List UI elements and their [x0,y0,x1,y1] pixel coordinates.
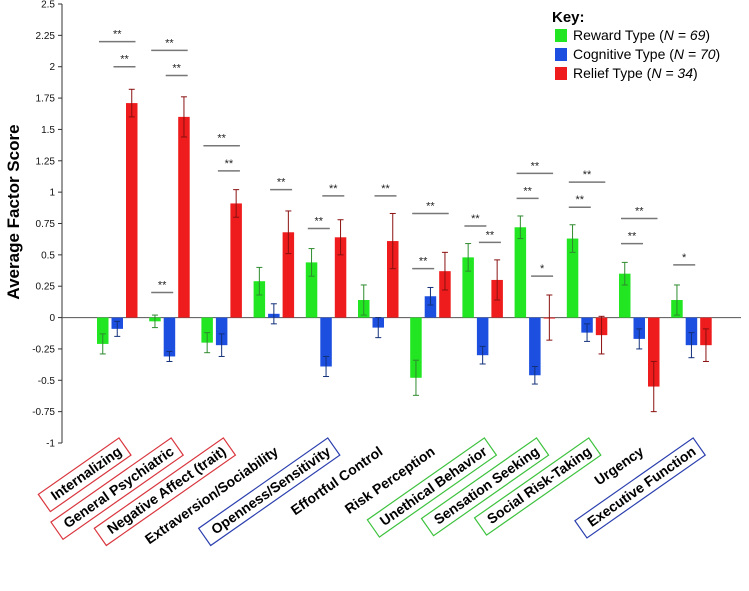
significance-marker: ** [113,29,122,41]
category-box [37,437,132,513]
legend-label: Cognitive Type (N = 70) [573,46,720,62]
bar [178,116,190,318]
bar [529,317,541,376]
bar [462,257,474,318]
bar [685,317,698,346]
bar [126,103,138,318]
significance-marker: ** [120,54,129,66]
bar [566,238,579,318]
legend-title: Key: [552,9,585,26]
significance-marker: ** [158,279,167,291]
significance-marker: ** [381,183,390,195]
legend-swatch [555,48,567,61]
significance-marker: ** [329,183,338,195]
significance-marker: ** [583,169,592,181]
significance-marker: ** [165,37,174,49]
legend: Key: Reward Type (N = 69) Cognitive Type … [552,9,720,81]
significance-marker: * [540,263,545,275]
bar [305,262,318,318]
significance-marker: ** [576,194,585,206]
bar [282,232,295,318]
bar [230,203,242,318]
bar [424,296,437,318]
y-tick-label: 0.5 [41,250,55,261]
bar [387,241,399,318]
bar [97,317,109,344]
significance-marker: ** [277,177,286,189]
category-box [50,437,185,541]
bar [253,281,266,318]
bar [439,271,451,318]
bar [633,317,645,339]
y-tick-label: 0.75 [36,219,56,230]
y-tick-label: 0.25 [36,282,56,293]
bars [97,88,712,413]
category-box [420,437,550,537]
significance-marker: ** [635,205,644,217]
y-tick-label: 1.25 [36,156,56,167]
significance-marker: ** [486,229,495,241]
bar [201,317,213,343]
category-box [473,437,602,536]
significance-marker: ** [523,185,532,197]
significance-marker: ** [172,62,181,74]
y-tick-label: 1.5 [41,125,55,136]
legend-label: Reward Type (N = 69) [573,27,710,43]
bar [648,317,660,387]
bar [320,317,332,367]
y-tick-label: 1.75 [36,94,56,105]
category-box [197,437,341,547]
significance-marker: ** [217,133,226,145]
significance-marker: ** [628,231,637,243]
significance-marker: ** [531,160,540,172]
y-tick-label: 1 [49,188,55,199]
y-tick-label: 2.25 [36,31,56,42]
legend-swatch [555,67,567,80]
y-tick-label: 2.5 [41,0,55,11]
bar [215,317,228,346]
significance-marker: * [682,252,687,264]
category-label-group: Effortful Control [288,443,386,518]
bar [410,317,422,378]
y-tick-label: 0 [49,313,55,324]
y-tick-label: -1 [46,439,55,450]
category-box [93,437,237,547]
legend-label: Relief Type (N = 34) [573,65,698,81]
significance-marker: ** [471,213,480,225]
significance-markers: ****************************************… [99,29,696,294]
y-tick-label: -0.75 [32,407,55,418]
y-tick-label: -0.5 [38,376,56,387]
bar [163,317,176,357]
significance-marker: ** [315,216,324,228]
significance-marker: ** [225,158,234,170]
bar [334,237,347,318]
y-tick-label: 2 [49,62,55,73]
bar [476,317,489,356]
bar [514,227,527,318]
y-axis-label: Average Factor Score [4,124,23,299]
category-label: Effortful Control [288,443,386,518]
bar [619,273,631,318]
y-tick-label: -0.25 [32,344,55,355]
category-box [574,437,707,539]
category-box [366,437,498,538]
legend-swatch [555,29,567,42]
significance-marker: ** [419,256,428,268]
significance-marker: ** [426,200,435,212]
